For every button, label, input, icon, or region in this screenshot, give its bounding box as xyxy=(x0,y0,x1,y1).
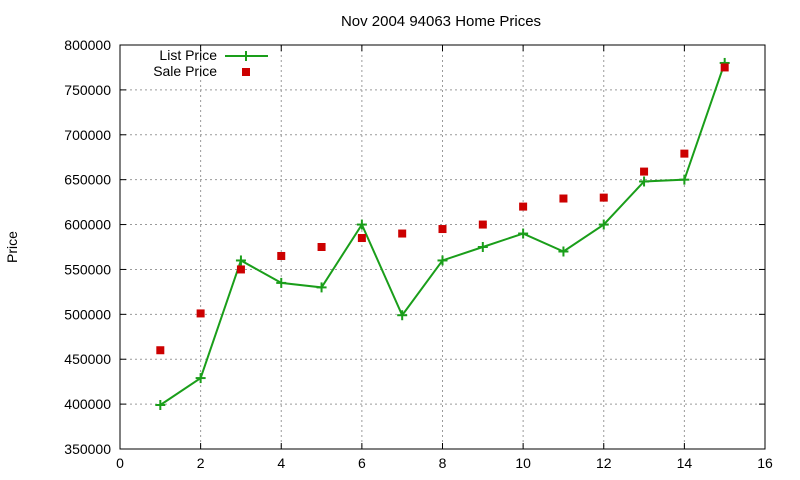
sale-price-point xyxy=(438,225,447,234)
list-price-point xyxy=(235,255,246,266)
series-layer xyxy=(155,57,730,411)
list-price-point xyxy=(598,219,609,230)
list-price-point xyxy=(477,242,488,252)
list-price-point xyxy=(155,400,166,411)
list-price-line xyxy=(159,62,726,406)
sale-price-point xyxy=(640,167,649,176)
chart-title: Nov 2004 94063 Home Prices xyxy=(341,13,541,30)
sale-price-point xyxy=(398,229,407,238)
legend-label-sale-price: Sale Price xyxy=(153,63,217,79)
sale-price-point xyxy=(559,194,568,203)
x-tick-label: 6 xyxy=(358,455,366,471)
sale-price-point xyxy=(317,243,326,251)
x-tick-label: 0 xyxy=(116,455,124,471)
y-tick-label: 450000 xyxy=(64,351,111,367)
list-price-point xyxy=(356,219,367,230)
y-tick-label: 500000 xyxy=(64,306,111,322)
list-price-point xyxy=(518,228,529,239)
x-tick-label: 10 xyxy=(515,455,531,471)
y-tick-label: 350000 xyxy=(64,441,111,457)
list-price-point xyxy=(397,310,408,321)
x-tick-label: 8 xyxy=(439,455,447,471)
sale-price-point xyxy=(196,309,205,318)
sale-price-point xyxy=(156,346,165,355)
legend-marker-sale-price xyxy=(242,68,250,76)
sale-price-point xyxy=(599,193,608,202)
y-tick-label: 650000 xyxy=(64,172,111,188)
y-tick-label: 400000 xyxy=(64,396,111,412)
y-tick-label: 550000 xyxy=(64,261,111,277)
sale-price-point xyxy=(680,149,689,158)
x-tick-label: 16 xyxy=(757,455,773,471)
sale-price-point xyxy=(720,63,729,72)
x-tick-label: 14 xyxy=(677,455,693,471)
list-price-point xyxy=(558,246,569,257)
y-tick-label: 800000 xyxy=(64,37,111,53)
y-tick-label: 700000 xyxy=(64,127,111,143)
sale-price-point xyxy=(519,202,528,211)
x-tick-label: 2 xyxy=(197,455,205,471)
y-tick-label: 750000 xyxy=(64,82,111,98)
grid xyxy=(120,45,765,449)
list-price-point xyxy=(276,277,287,288)
sale-price-point xyxy=(478,220,487,229)
list-price-point xyxy=(316,282,327,293)
list-price-point xyxy=(639,176,650,187)
axis-ticks: 0 2 4 6 8 10 12 14 16 350000 400000 450000 500000 550… xyxy=(64,37,773,471)
legend-label-list-price: List Price xyxy=(159,47,217,63)
x-tick-label: 12 xyxy=(596,455,612,471)
list-price-point xyxy=(437,255,448,266)
sale-price-point xyxy=(236,265,245,274)
list-price-point xyxy=(195,373,206,384)
sale-price-point xyxy=(277,251,286,260)
y-axis-label: Price xyxy=(4,231,20,263)
legend-plus xyxy=(241,51,251,61)
legend: List Price Sale Price xyxy=(153,47,268,79)
x-tick-label: 4 xyxy=(277,455,285,471)
y-tick-label: 600000 xyxy=(64,217,111,233)
list-price-point xyxy=(679,174,690,185)
sale-price-point xyxy=(357,234,366,243)
legend-marker-list-price xyxy=(241,51,251,61)
